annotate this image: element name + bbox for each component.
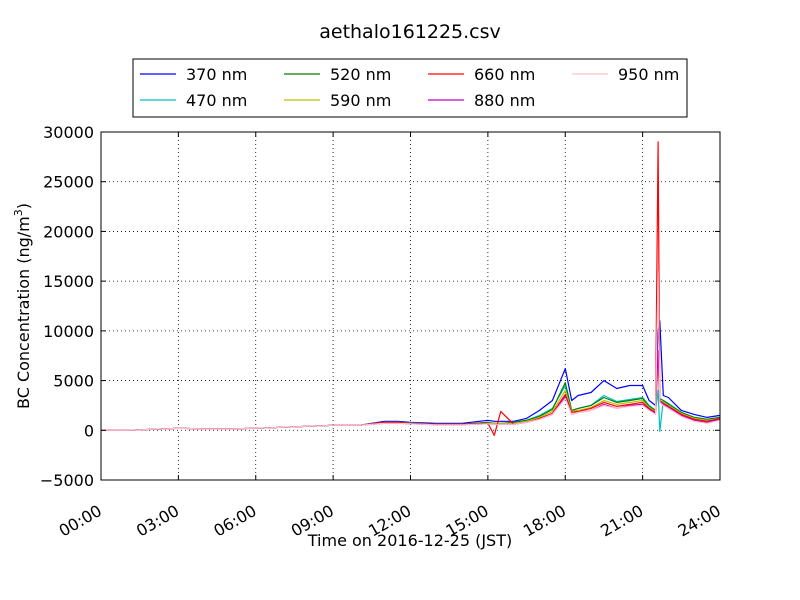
chart-title: aethalo161225.csv — [319, 21, 501, 43]
x-tick-label: 21:00 — [597, 501, 646, 541]
y-tick-label: 10000 — [43, 322, 94, 341]
legend: 370 nm 470 nm 520 nm 590 nm 660 nm 880 nm 950 … — [132, 58, 688, 118]
y-tick-label: 0 — [84, 421, 94, 440]
x-tick-label: 24:00 — [675, 501, 724, 541]
y-axis-title-sup: 3 — [12, 209, 25, 216]
y-tick-label: 25000 — [43, 173, 94, 192]
legend-label: 470 nm — [186, 91, 247, 110]
legend-label: 950 nm — [618, 65, 679, 84]
x-axis: 00:00 03:00 06:00 09:00 12:00 15:00 18:00 21:00… — [56, 132, 724, 541]
y-tick-label: 15000 — [43, 272, 94, 291]
y-axis: 30000 25000 20000 15000 10000 5000 0 −5000 — [40, 123, 720, 490]
legend-label: 370 nm — [186, 65, 247, 84]
series-line-950-nm — [101, 270, 721, 431]
series-group — [101, 141, 721, 436]
legend-label: 520 nm — [330, 65, 391, 84]
legend-box — [132, 58, 688, 118]
series-line-880-nm — [101, 350, 721, 431]
x-tick-label: 03:00 — [133, 501, 182, 541]
y-tick-label: 30000 — [43, 123, 94, 142]
y-tick-label: 20000 — [43, 222, 94, 241]
series-line-520-nm — [101, 350, 721, 431]
series-line-590-nm — [101, 360, 721, 431]
x-tick-label: 18:00 — [520, 501, 569, 541]
legend-label: 660 nm — [474, 65, 535, 84]
series-line-370-nm — [101, 320, 721, 431]
y-tick-label: −5000 — [40, 471, 94, 490]
x-axis-title: Time on 2016-12-25 (JST) — [307, 531, 512, 550]
x-tick-label: 00:00 — [56, 501, 105, 541]
grid — [101, 132, 720, 480]
legend-label: 590 nm — [330, 91, 391, 110]
y-axis-title: BC Concentration (ng/m3) — [12, 203, 33, 409]
x-tick-label: 06:00 — [210, 501, 259, 541]
y-axis-title-main: BC Concentration (ng/m — [14, 216, 33, 409]
y-tick-label: 5000 — [53, 372, 94, 391]
legend-label: 880 nm — [474, 91, 535, 110]
y-axis-title-close: ) — [14, 203, 33, 209]
